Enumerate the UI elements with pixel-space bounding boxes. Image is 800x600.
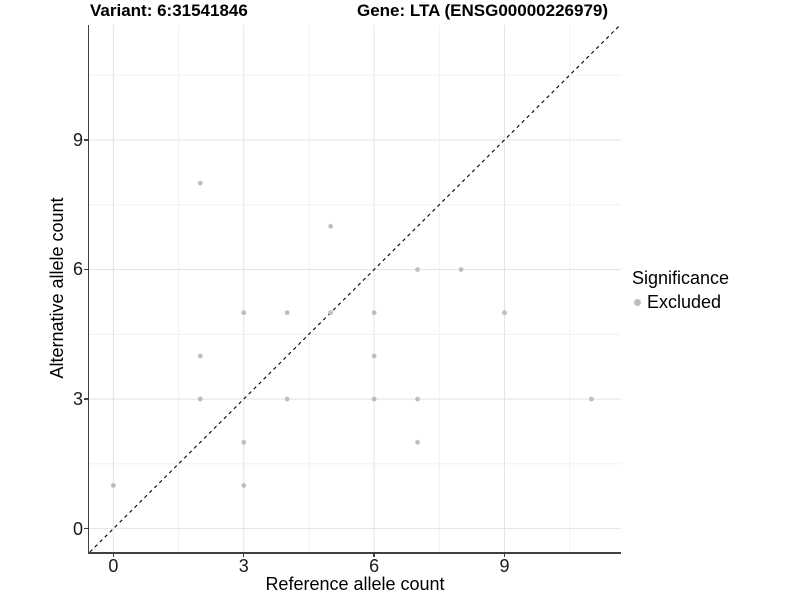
data-point: [371, 396, 377, 402]
legend: Significance Excluded: [632, 268, 729, 313]
y-tick-label: 3: [72, 389, 83, 410]
data-point: [458, 267, 464, 272]
y-tick-label: 6: [72, 259, 83, 280]
data-point: [197, 353, 203, 359]
data-point: [197, 396, 203, 402]
data-point: [241, 439, 247, 445]
plot-panel: [89, 24, 621, 553]
gene-title: Gene: LTA (ENSG00000226979): [357, 1, 609, 20]
data-point: [241, 310, 247, 316]
data-point: [371, 310, 377, 316]
legend-title: Significance: [632, 268, 730, 288]
data-point: [197, 180, 203, 186]
data-point: [589, 396, 594, 402]
data-point: [415, 396, 420, 402]
x-tick-label: 0: [108, 556, 119, 576]
data-point: [110, 483, 116, 488]
variant-title: Variant: 6:31541846: [90, 1, 248, 20]
legend-item-excluded: Excluded: [632, 292, 729, 313]
x-axis-line: [87, 552, 621, 554]
x-tick-mark: [112, 552, 115, 557]
y-axis-line: [87, 25, 89, 554]
y-tick-label: 0: [72, 518, 83, 539]
data-point: [284, 310, 290, 316]
excluded-point-swatch: [634, 299, 641, 306]
legend-item-label: Excluded: [647, 292, 722, 312]
data-point: [241, 483, 247, 488]
data-point: [502, 310, 507, 316]
y-tick-mark: [84, 527, 89, 530]
data-point: [328, 223, 334, 229]
x-tick-mark: [242, 552, 245, 557]
x-tick-label: 9: [499, 556, 510, 576]
x-tick-mark: [373, 552, 375, 557]
y-tick-mark: [84, 398, 89, 400]
y-tick-mark: [84, 139, 89, 141]
data-point: [415, 267, 420, 272]
y-tick-label: 9: [72, 129, 83, 150]
identity-line: [89, 24, 621, 553]
data-point: [415, 439, 420, 445]
data-point: [328, 310, 334, 316]
x-tick-label: 6: [369, 556, 380, 576]
data-point: [284, 396, 290, 402]
x-axis-title: Reference allele count: [265, 574, 445, 594]
y-tick-mark: [84, 268, 89, 271]
y-axis-title: Alternative allele count: [47, 197, 67, 379]
data-point: [371, 353, 377, 359]
x-tick-label: 3: [238, 556, 249, 576]
x-tick-mark: [503, 552, 506, 557]
